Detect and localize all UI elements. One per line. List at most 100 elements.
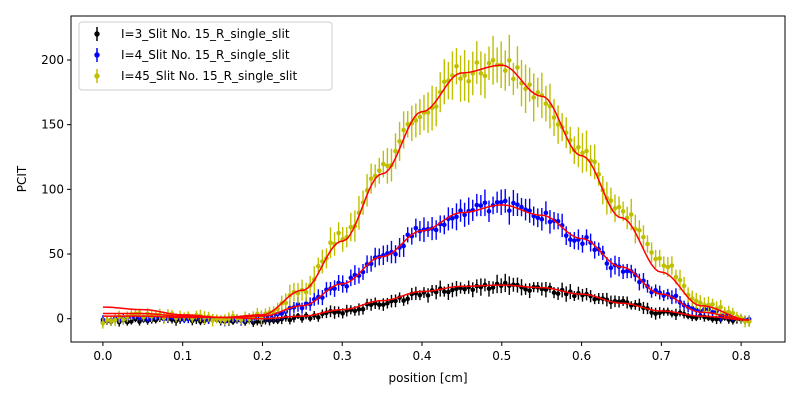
data-point bbox=[108, 318, 114, 324]
data-point bbox=[129, 319, 134, 324]
data-point bbox=[299, 316, 305, 321]
data-point bbox=[502, 280, 508, 286]
data-point bbox=[576, 144, 581, 150]
data-point bbox=[283, 300, 289, 306]
data-point bbox=[482, 200, 488, 206]
data-point bbox=[255, 319, 260, 324]
data-point bbox=[502, 68, 508, 73]
data-point bbox=[653, 311, 658, 317]
data-point bbox=[502, 198, 508, 204]
data-point bbox=[673, 293, 679, 299]
data-point bbox=[474, 60, 480, 65]
data-point bbox=[494, 199, 500, 205]
data-point bbox=[592, 296, 597, 302]
data-point bbox=[681, 283, 687, 289]
data-point bbox=[381, 161, 386, 167]
data-point bbox=[450, 287, 455, 293]
data-point bbox=[454, 286, 459, 291]
data-point bbox=[714, 316, 719, 322]
data-point bbox=[584, 148, 589, 154]
data-point bbox=[592, 247, 597, 253]
data-point bbox=[368, 176, 374, 181]
data-point bbox=[376, 302, 382, 308]
data-point bbox=[649, 250, 654, 255]
data-point bbox=[441, 289, 447, 294]
data-point bbox=[726, 309, 732, 315]
data-point bbox=[710, 316, 715, 322]
data-point bbox=[527, 208, 532, 214]
data-point bbox=[641, 234, 646, 240]
data-point bbox=[478, 71, 484, 76]
data-point bbox=[446, 289, 451, 295]
y-tick-label: 150 bbox=[41, 118, 64, 132]
data-point bbox=[535, 215, 541, 221]
data-point bbox=[592, 159, 597, 165]
data-point bbox=[616, 204, 622, 210]
data-point bbox=[649, 310, 654, 315]
data-point bbox=[486, 208, 492, 214]
data-point bbox=[462, 212, 467, 218]
data-point bbox=[490, 285, 496, 290]
data-point bbox=[486, 286, 492, 292]
data-point bbox=[441, 79, 447, 85]
data-point bbox=[279, 311, 285, 316]
x-tick-label: 0.8 bbox=[732, 349, 751, 363]
data-point bbox=[344, 284, 350, 289]
series-2 bbox=[100, 189, 752, 327]
data-point bbox=[507, 208, 512, 213]
data-point bbox=[360, 307, 366, 312]
data-point bbox=[673, 274, 679, 280]
data-point bbox=[620, 209, 626, 214]
x-tick-label: 0.5 bbox=[492, 349, 511, 363]
legend-label-2: I=4_Slit No. 15_R_single_slit bbox=[121, 48, 290, 62]
data-point bbox=[661, 263, 667, 268]
data-point bbox=[572, 293, 577, 299]
data-point bbox=[490, 58, 496, 63]
data-point bbox=[417, 114, 423, 120]
data-point bbox=[543, 210, 549, 216]
data-point bbox=[356, 307, 362, 312]
data-point bbox=[478, 203, 484, 208]
legend-marker-2 bbox=[94, 48, 100, 62]
data-point bbox=[401, 298, 406, 303]
data-point bbox=[299, 305, 305, 311]
data-point bbox=[425, 110, 431, 115]
data-point bbox=[336, 309, 341, 315]
data-point bbox=[498, 199, 504, 205]
data-point bbox=[474, 202, 480, 208]
x-axis: 0.0 0.1 0.2 0.3 0.4 0.5 0.6 0.7 0.8 bbox=[93, 342, 751, 363]
data-point bbox=[401, 127, 406, 133]
data-point bbox=[441, 222, 447, 228]
data-point bbox=[608, 265, 614, 271]
data-point bbox=[482, 73, 488, 79]
data-point bbox=[718, 304, 723, 310]
data-point bbox=[466, 78, 471, 84]
data-point bbox=[405, 121, 411, 127]
x-tick-label: 0.2 bbox=[253, 349, 272, 363]
data-point bbox=[218, 317, 224, 322]
data-point bbox=[665, 264, 671, 270]
data-point bbox=[669, 263, 675, 268]
data-point bbox=[523, 286, 528, 292]
data-point bbox=[730, 310, 736, 316]
data-point bbox=[547, 219, 553, 225]
y-tick-label: 0 bbox=[56, 312, 64, 326]
data-point bbox=[450, 216, 455, 221]
x-tick-label: 0.1 bbox=[173, 349, 192, 363]
data-point bbox=[693, 298, 699, 304]
data-point bbox=[393, 298, 398, 304]
y-axis-label: PCIT bbox=[15, 165, 29, 192]
data-point bbox=[454, 214, 459, 220]
data-point bbox=[563, 233, 569, 238]
data-point bbox=[405, 232, 411, 238]
legend-marker-3 bbox=[94, 69, 100, 83]
data-point bbox=[543, 101, 549, 106]
data-point bbox=[104, 317, 110, 323]
data-point bbox=[527, 82, 532, 87]
data-point bbox=[620, 298, 626, 304]
data-point bbox=[316, 263, 321, 269]
data-point bbox=[637, 279, 642, 285]
data-point bbox=[332, 310, 337, 315]
data-point bbox=[470, 287, 476, 293]
data-point bbox=[637, 228, 642, 233]
